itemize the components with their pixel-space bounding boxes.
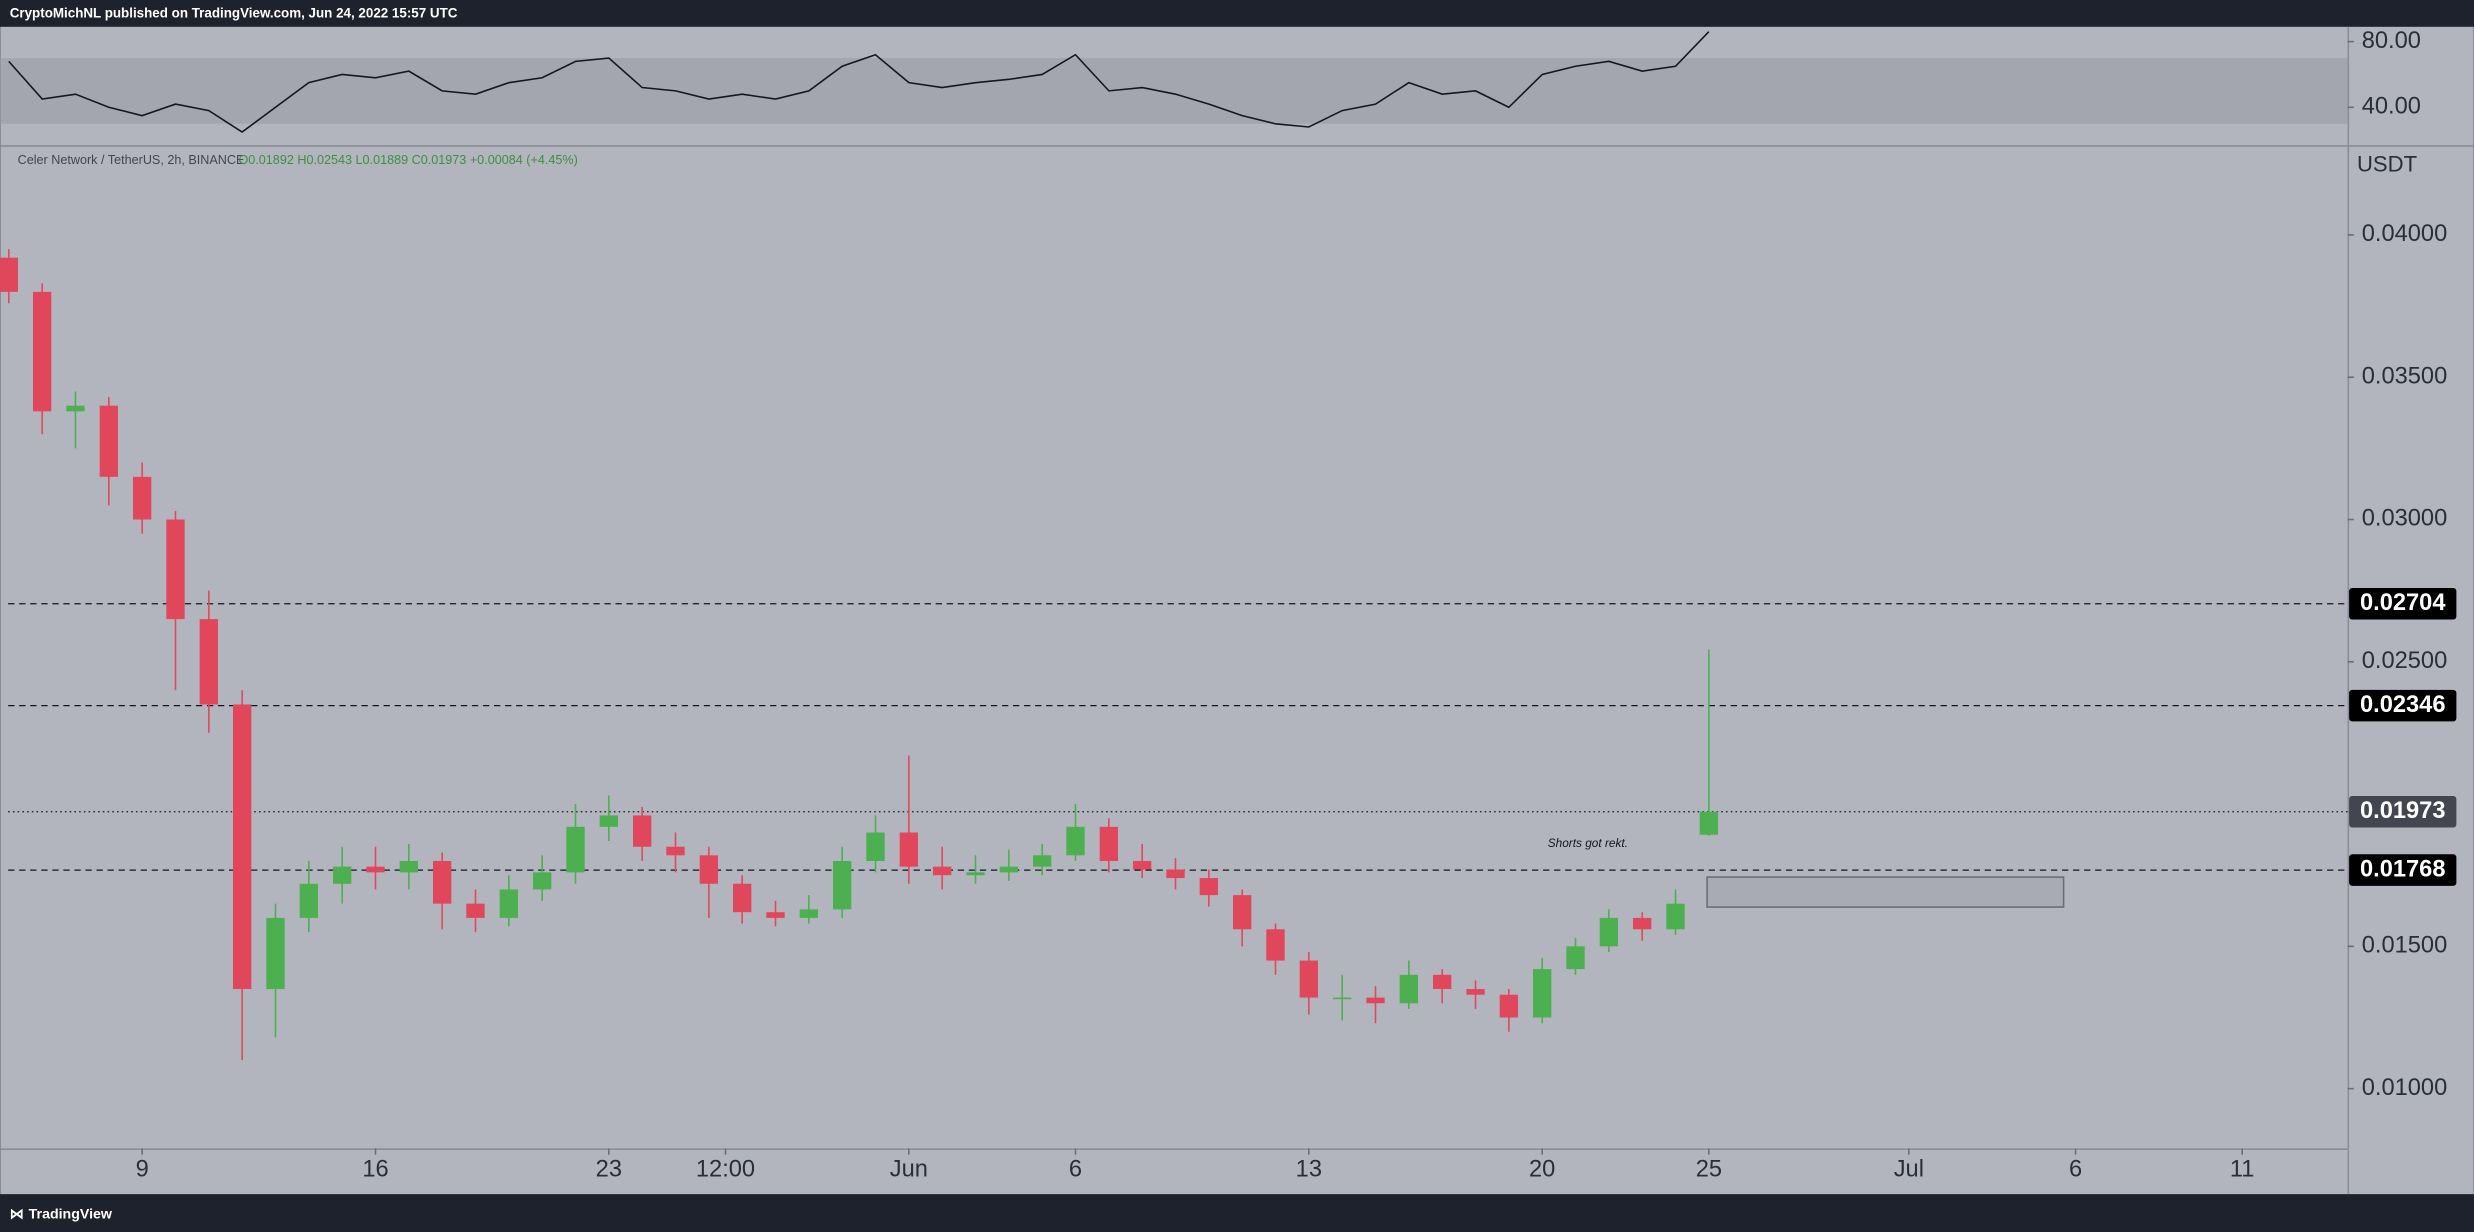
rsi-line bbox=[8, 31, 1710, 133]
candle-body bbox=[99, 405, 118, 477]
candle-body bbox=[833, 860, 852, 910]
x-tick-label: 6 bbox=[1069, 1157, 1082, 1183]
candle-body bbox=[199, 619, 218, 705]
candle-body bbox=[1366, 997, 1385, 1004]
chart-background bbox=[0, 26, 2474, 1195]
candle-body bbox=[1133, 860, 1152, 870]
x-tick-label: 6 bbox=[2069, 1157, 2082, 1183]
candle-body bbox=[299, 883, 318, 918]
y-tick-label: 0.03500 bbox=[2362, 363, 2448, 389]
x-tick-label: Jul bbox=[1894, 1157, 1924, 1183]
y-tick-label: 0.02500 bbox=[2362, 648, 2448, 674]
candle-body bbox=[1166, 869, 1185, 879]
level-label-box bbox=[2349, 587, 2457, 620]
candle-body bbox=[532, 872, 552, 890]
annotation: Shorts got rekt. bbox=[1548, 836, 1628, 850]
candle-body bbox=[399, 860, 418, 873]
y-tick-label: 0.01500 bbox=[2362, 933, 2448, 959]
candle-body bbox=[1033, 855, 1052, 867]
x-tick-label: 12:00 bbox=[696, 1157, 755, 1183]
candle-body bbox=[799, 909, 819, 918]
candle-body bbox=[1199, 878, 1219, 896]
candle-body bbox=[966, 872, 985, 876]
x-tick-label: 16 bbox=[362, 1157, 388, 1183]
ohlc-values: O0.01892 H0.02543 L0.01889 C0.01973 +0.0… bbox=[238, 153, 577, 167]
level-label-box bbox=[2349, 854, 2457, 886]
candle-body bbox=[1666, 903, 1685, 930]
candle-body bbox=[466, 903, 485, 918]
candle-body bbox=[332, 866, 352, 884]
candle-body bbox=[132, 476, 152, 520]
candle-body bbox=[666, 846, 685, 856]
candle-body bbox=[933, 866, 952, 876]
x-tick-label: 9 bbox=[136, 1157, 149, 1183]
candle-body bbox=[1433, 974, 1452, 990]
candle-body bbox=[1633, 917, 1652, 930]
candle-body bbox=[1466, 989, 1485, 995]
level-label-box bbox=[2349, 795, 2457, 828]
candle-body bbox=[1299, 960, 1319, 998]
candle-body bbox=[32, 291, 52, 412]
publish-info: CryptoMichNL published on TradingView.co… bbox=[10, 6, 458, 21]
symbol-title: Celer Network / TetherUS, 2h, BINANCE bbox=[18, 153, 245, 167]
candle-body bbox=[1233, 895, 1252, 930]
candle-body bbox=[66, 405, 85, 412]
brand: TradingView bbox=[29, 1206, 113, 1222]
y-tick-label: 80.00 bbox=[2362, 28, 2421, 54]
candle-body bbox=[232, 704, 252, 990]
y-tick-label: 0.04000 bbox=[2362, 221, 2448, 247]
y-tick-label: 0.01000 bbox=[2362, 1075, 2448, 1101]
candle-body bbox=[766, 912, 785, 918]
candle-body bbox=[1699, 811, 1719, 835]
candle-body bbox=[499, 889, 518, 918]
candle-body bbox=[733, 883, 752, 913]
level-label-box bbox=[2349, 689, 2457, 722]
level-label: 0.02346 bbox=[2360, 692, 2446, 718]
y-tick-label: 0.03000 bbox=[2362, 506, 2448, 532]
candle-body bbox=[432, 860, 452, 904]
candle-body bbox=[1499, 994, 1519, 1018]
rsi-band bbox=[0, 58, 2348, 124]
candle-body bbox=[166, 519, 185, 620]
level-label: 0.02704 bbox=[2360, 590, 2446, 616]
y-tick-label: 40.00 bbox=[2362, 94, 2421, 120]
level-label: 0.01768 bbox=[2360, 856, 2446, 882]
x-tick-label: 13 bbox=[1296, 1157, 1322, 1183]
candle-body bbox=[266, 917, 285, 990]
candle-body bbox=[566, 826, 585, 873]
candle-body bbox=[1566, 946, 1585, 970]
x-tick-label: Jun bbox=[890, 1157, 928, 1183]
candle-body bbox=[866, 832, 885, 861]
x-tick-label: 25 bbox=[1696, 1157, 1722, 1183]
candle-body bbox=[1266, 929, 1285, 961]
candle-body bbox=[999, 866, 1019, 873]
candle-body bbox=[1066, 826, 1085, 856]
currency-label: USDT bbox=[2357, 151, 2417, 176]
candle-body bbox=[1099, 826, 1119, 861]
candle-body bbox=[366, 866, 385, 873]
candle-body bbox=[599, 815, 619, 827]
candle-body bbox=[1599, 917, 1619, 947]
level-label: 0.01973 bbox=[2360, 798, 2446, 824]
x-tick-label: 11 bbox=[2230, 1157, 2255, 1183]
candle-body bbox=[899, 832, 919, 867]
candle-body bbox=[0, 257, 18, 292]
candle-body bbox=[699, 855, 719, 884]
candle-body bbox=[1399, 974, 1419, 1004]
candle-body bbox=[633, 815, 652, 847]
x-tick-label: 20 bbox=[1529, 1157, 1555, 1183]
brand-logo: ⋈ bbox=[10, 1206, 24, 1222]
candle-body bbox=[1533, 969, 1552, 1018]
x-tick-label: 23 bbox=[596, 1157, 622, 1183]
target-zone bbox=[1706, 876, 2065, 908]
candle-body bbox=[1333, 997, 1352, 1000]
